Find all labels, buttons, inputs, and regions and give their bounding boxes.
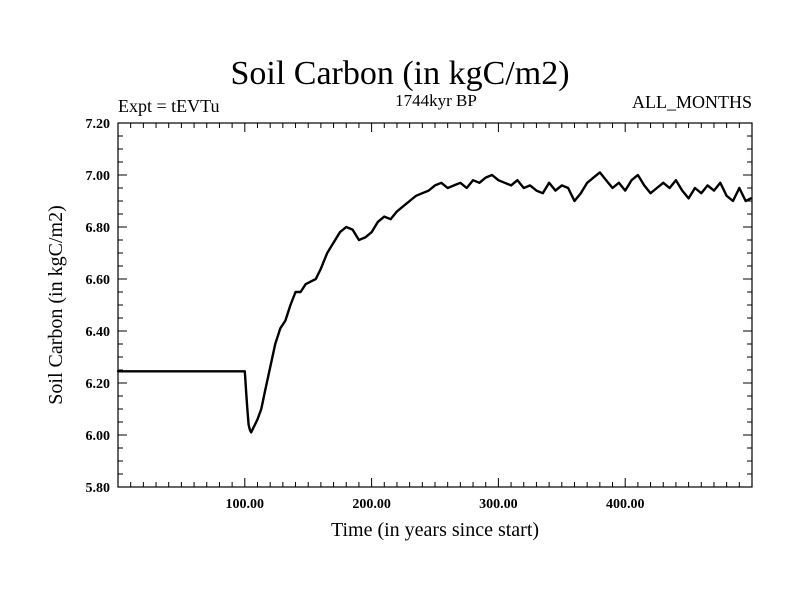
y-tick-label: 7.20 [86,117,111,132]
y-tick-label: 7.00 [86,169,111,184]
months-label: ALL_MONTHS [632,92,752,112]
y-tick-label: 6.80 [86,221,111,236]
x-tick-label: 300.00 [479,497,518,512]
y-tick-label: 6.60 [86,273,111,288]
axis-ticks [118,123,752,487]
series-layer [116,171,752,434]
tick-labels: 100.00 200.00 300.00 400.00 5.80 6.00 6.20 6.40… [86,117,645,512]
plot-area-frame [117,122,753,488]
y-tick-label: 5.80 [86,481,111,496]
y-tick-label: 6.20 [86,377,111,392]
series-line [116,171,752,434]
y-tick-label: 6.00 [86,429,111,444]
experiment-label: Expt = tEVTu [118,96,220,116]
period-label: 1744kyr BP [395,91,477,110]
chart-title: Soil Carbon (in kgC/m2) [230,55,569,92]
x-tick-label: 200.00 [352,497,391,512]
x-axis-label: Time (in years since start) [331,519,539,541]
x-tick-label: 100.00 [226,497,265,512]
y-axis-label: Soil Carbon (in kgC/m2) [45,205,67,404]
x-tick-label: 400.00 [606,497,645,512]
y-tick-label: 6.40 [86,325,111,340]
